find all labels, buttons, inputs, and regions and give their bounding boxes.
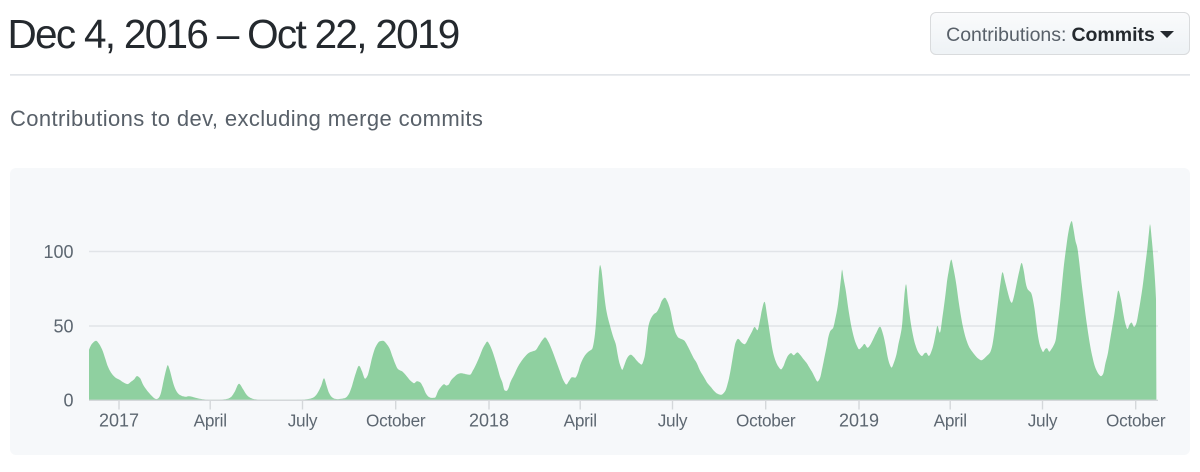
- svg-text:October: October: [366, 411, 426, 431]
- svg-text:July: July: [288, 411, 318, 431]
- svg-text:October: October: [1106, 411, 1166, 431]
- svg-text:100: 100: [43, 242, 73, 262]
- svg-text:2019: 2019: [839, 411, 879, 431]
- svg-text:0: 0: [63, 391, 73, 411]
- svg-text:2017: 2017: [99, 411, 139, 431]
- svg-text:2018: 2018: [469, 411, 509, 431]
- svg-text:50: 50: [53, 316, 73, 336]
- svg-text:April: April: [934, 411, 967, 431]
- svg-text:April: April: [194, 411, 227, 431]
- svg-text:July: July: [1028, 411, 1058, 431]
- svg-text:April: April: [564, 411, 597, 431]
- svg-text:July: July: [658, 411, 688, 431]
- svg-text:October: October: [736, 411, 796, 431]
